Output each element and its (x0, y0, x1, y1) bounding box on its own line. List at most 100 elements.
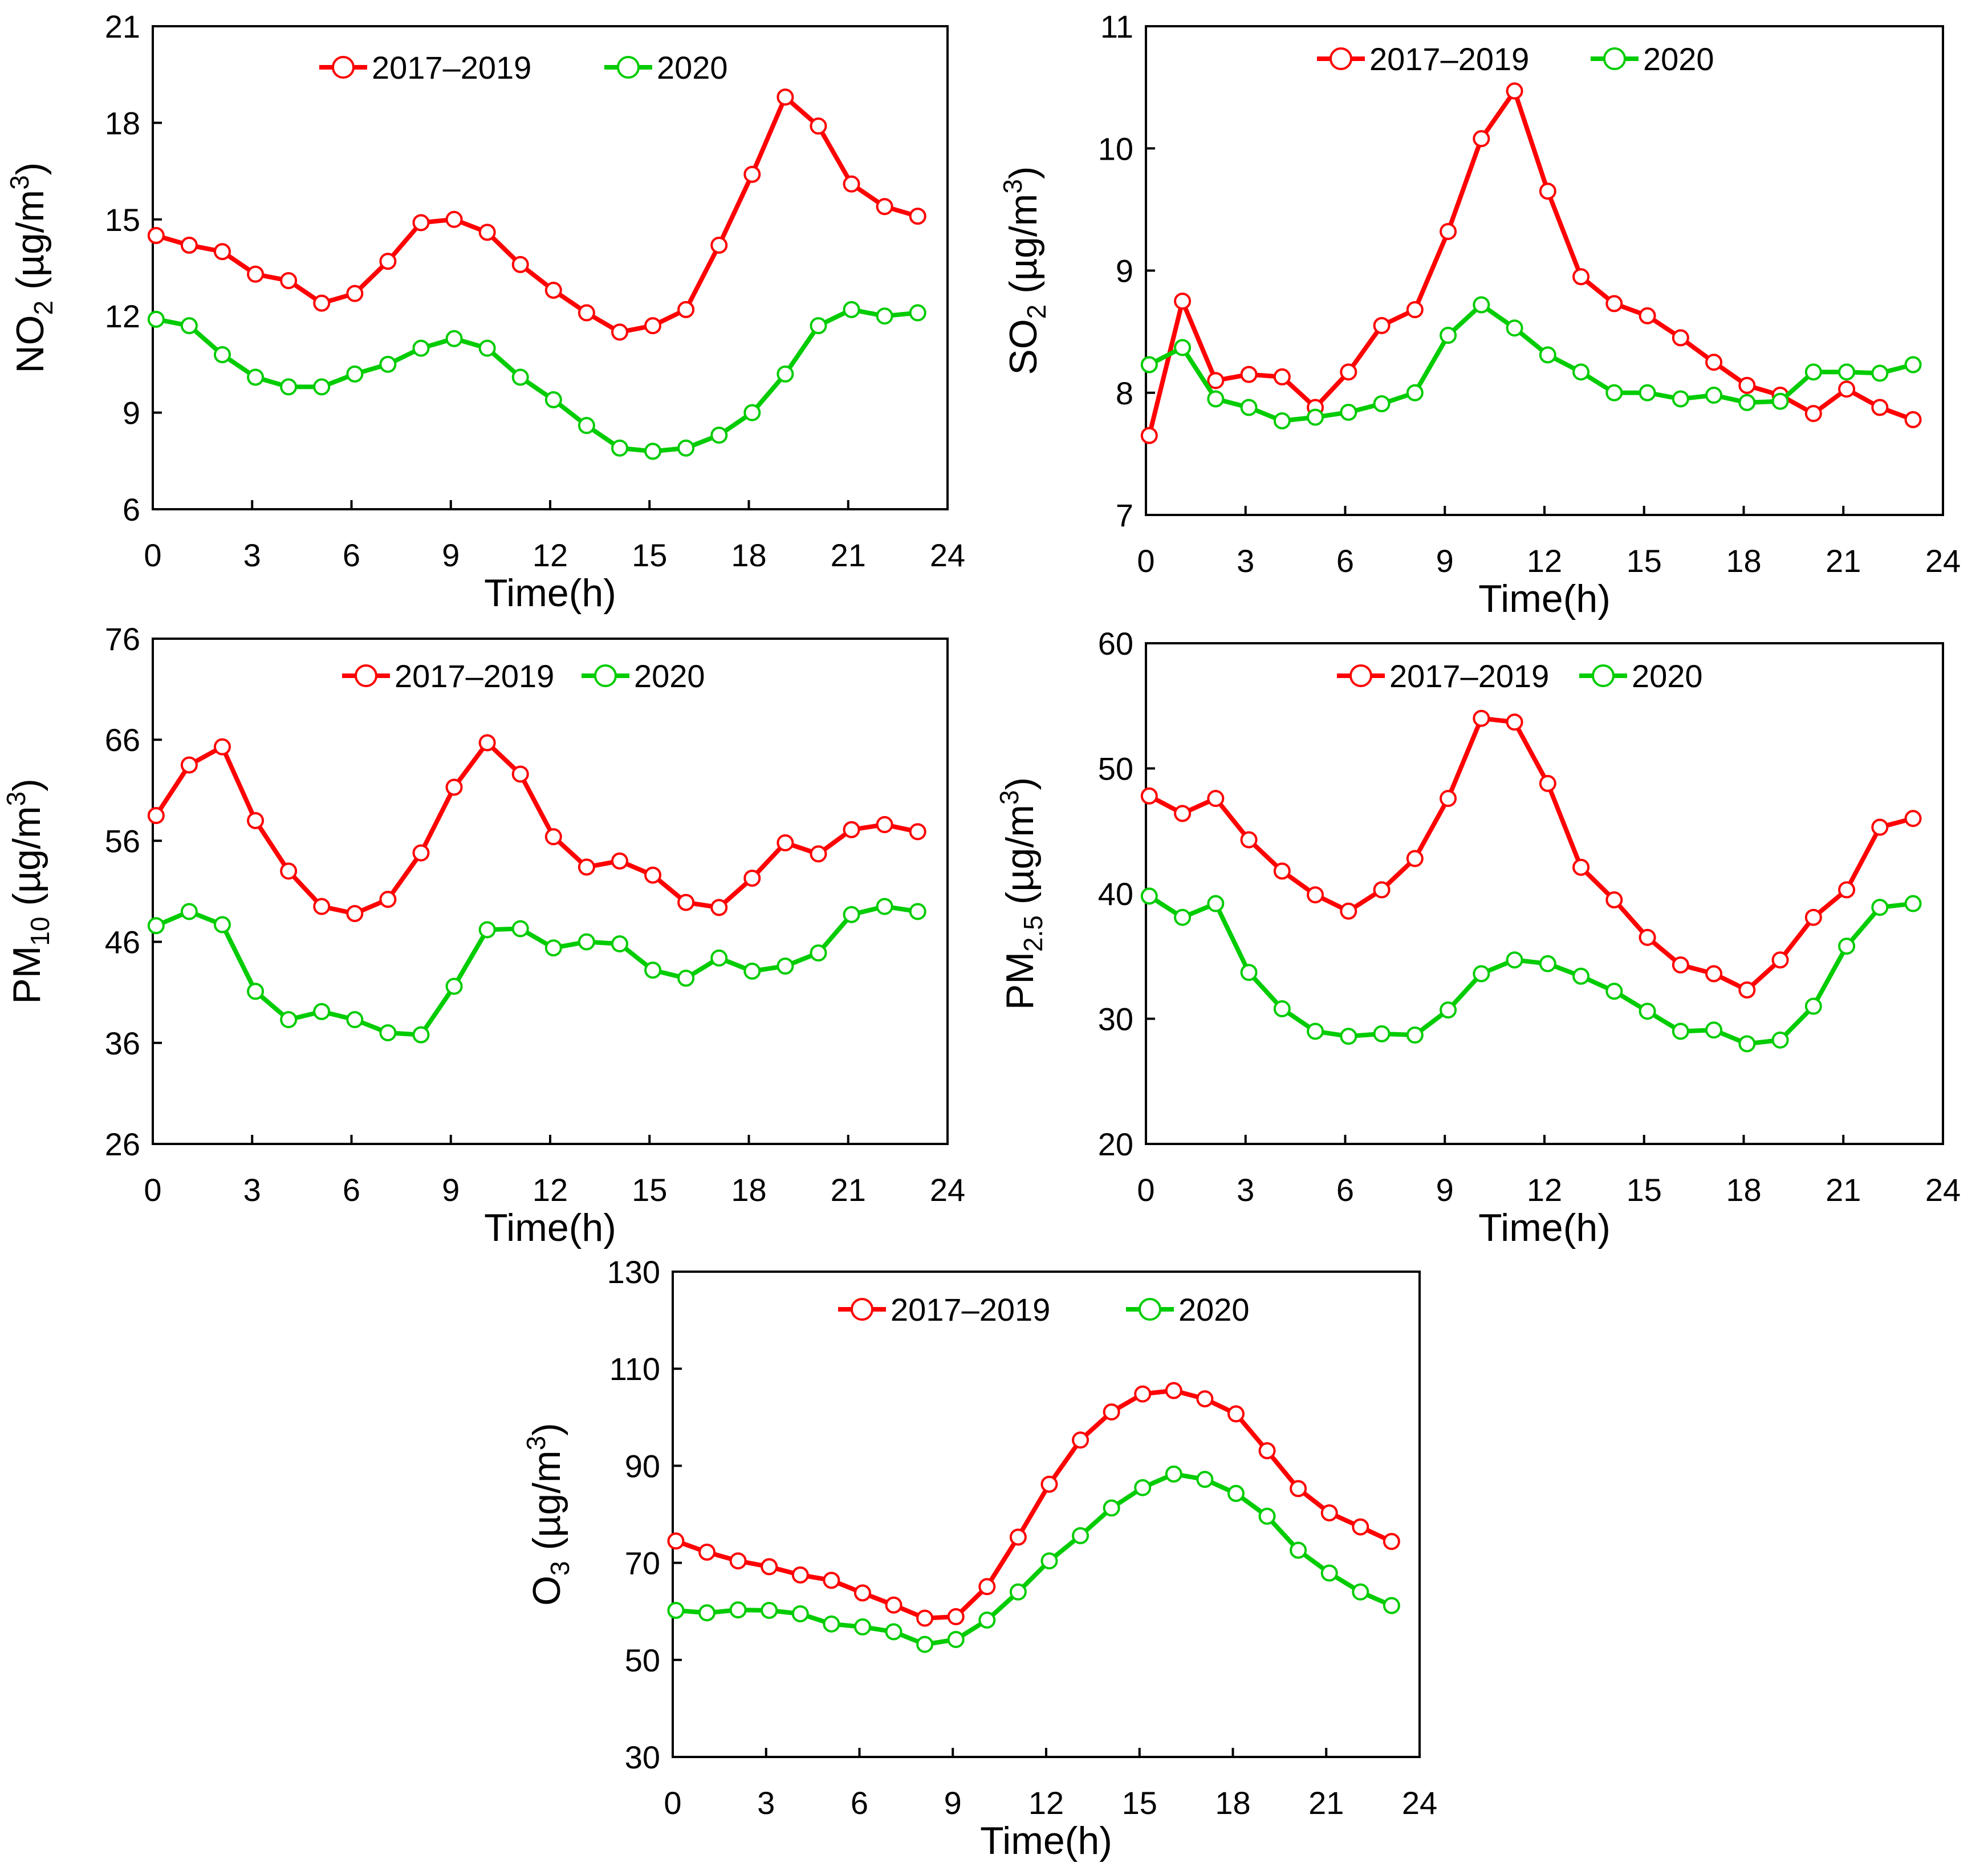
y-tick-label: 30 (625, 1739, 660, 1775)
x-tick-label: 24 (930, 537, 965, 573)
data-point (213, 346, 231, 363)
data-point (791, 1566, 809, 1584)
data-point (677, 301, 695, 318)
plot-frame (1145, 25, 1944, 516)
data-point (761, 1601, 778, 1619)
legend-label: 2020 (1632, 658, 1703, 694)
data-point (677, 439, 695, 457)
x-axis-label: Time(h) (484, 571, 616, 615)
data-point (379, 1024, 397, 1042)
y-label-unit: (µg/m (525, 1450, 568, 1561)
x-tick-label: 0 (1137, 1172, 1154, 1208)
y-tick-label: 46 (105, 924, 140, 960)
data-point (644, 961, 662, 979)
data-point (1340, 404, 1357, 421)
data-point (611, 852, 628, 870)
x-tick-label: 0 (144, 537, 161, 573)
y-tick-label: 60 (1098, 626, 1133, 661)
data-point (1165, 1465, 1182, 1483)
x-tick-label: 12 (1527, 1172, 1562, 1208)
data-point (1904, 356, 1922, 374)
y-tick-label: 6 (123, 492, 140, 527)
data-point (1273, 862, 1291, 880)
x-tick-label: 12 (532, 1172, 568, 1208)
x-axis-label: Time(h) (980, 1819, 1112, 1862)
data-point (1406, 850, 1424, 867)
data-point (1134, 1385, 1152, 1403)
y-tick-label: 30 (1098, 1001, 1133, 1037)
data-point (1838, 938, 1856, 955)
data-point (1140, 787, 1158, 805)
data-point (777, 365, 794, 383)
data-point (1140, 356, 1158, 374)
data-point (1506, 82, 1523, 100)
data-point (1240, 366, 1258, 383)
legend-marker (1603, 47, 1626, 70)
data-point (1307, 408, 1324, 426)
data-point (379, 355, 397, 373)
data-point (810, 845, 827, 863)
data-point (876, 898, 893, 915)
y-label-unit: (µg/m (998, 805, 1042, 915)
data-point (1771, 392, 1789, 410)
x-tick-label: 3 (757, 1785, 775, 1821)
y-label-superscript: 3 (5, 175, 34, 190)
x-tick-label: 9 (944, 1785, 962, 1821)
x-tick-label: 21 (831, 537, 866, 573)
data-point (1273, 1000, 1291, 1017)
data-point (810, 317, 827, 335)
data-point (1040, 1552, 1058, 1570)
data-point (280, 862, 298, 880)
data-point (710, 236, 728, 254)
data-point (1473, 130, 1490, 148)
data-point (1440, 327, 1457, 344)
data-point (843, 175, 860, 193)
data-point (1804, 908, 1822, 926)
legend-label: 2017–2019 (395, 658, 554, 694)
data-point (1406, 384, 1424, 401)
data-point (346, 285, 364, 302)
y-label-subscript: 2 (1022, 305, 1051, 319)
x-tick-label: 24 (930, 1172, 965, 1208)
plot-frame (1145, 642, 1944, 1145)
data-point (1440, 790, 1457, 807)
data-point (743, 165, 761, 183)
data-point (1383, 1533, 1400, 1551)
data-point (1804, 363, 1822, 381)
data-point (1904, 411, 1922, 428)
y-tick-label: 50 (1098, 751, 1133, 787)
data-point (478, 224, 496, 241)
y-tick-label: 26 (105, 1126, 140, 1162)
data-point (1227, 1484, 1245, 1502)
y-tick-label: 21 (105, 9, 140, 44)
series-line-1 (1148, 894, 1914, 1046)
series-line-0 (1148, 716, 1914, 993)
y-label-unit: (µg/m (9, 190, 52, 301)
data-point (1672, 1022, 1689, 1040)
legend-marker (1139, 1298, 1161, 1321)
data-point (853, 1584, 871, 1602)
data-point (710, 899, 728, 916)
y-tick-label: 66 (105, 722, 140, 758)
legend-label: 2020 (657, 50, 728, 86)
x-tick-label: 15 (632, 1172, 667, 1208)
legend-label: 2017–2019 (1389, 658, 1549, 694)
data-point (1307, 886, 1324, 904)
data-point (1539, 346, 1556, 364)
data-point (247, 265, 265, 283)
x-tick-label: 9 (1436, 543, 1454, 579)
data-point (1320, 1564, 1338, 1582)
legend-marker (355, 664, 377, 687)
data-point (412, 1026, 430, 1044)
x-tick-label: 12 (1028, 1785, 1064, 1821)
y-tick-label: 130 (607, 1254, 660, 1290)
data-point (1207, 390, 1225, 408)
data-point (1240, 399, 1258, 416)
data-point (1103, 1403, 1120, 1421)
data-point (1838, 363, 1856, 381)
data-point (777, 834, 794, 851)
data-point (213, 738, 231, 756)
x-axis-label: Time(h) (1478, 577, 1611, 620)
x-tick-label: 21 (831, 1172, 866, 1208)
